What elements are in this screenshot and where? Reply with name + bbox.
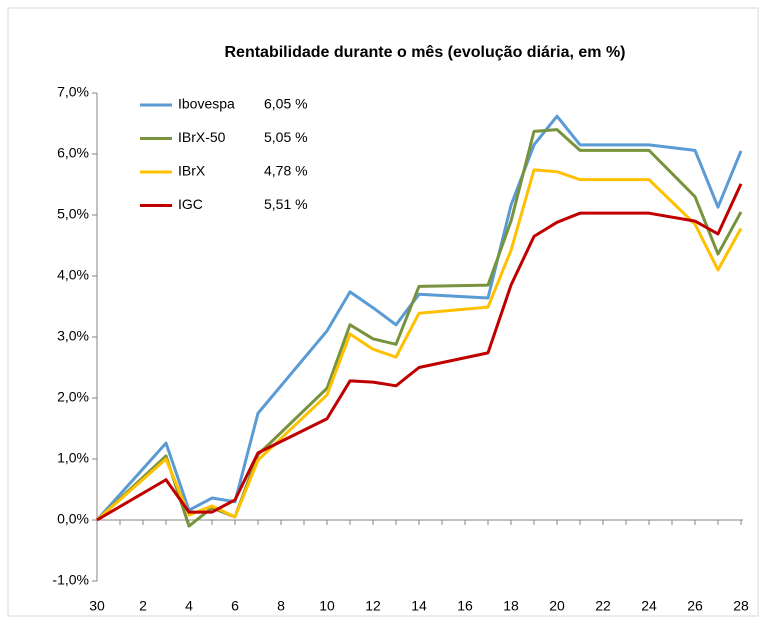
legend-value: 6,05 % xyxy=(264,96,308,112)
y-tick-label: -1,0% xyxy=(52,572,89,588)
series-line xyxy=(95,114,743,522)
legend-value: 4,78 % xyxy=(264,163,308,179)
y-tick-label: 2,0% xyxy=(57,389,89,405)
legend-label: IGC xyxy=(178,196,203,212)
y-tick-label: 5,0% xyxy=(57,206,89,222)
x-tick-label: 10 xyxy=(319,598,335,614)
y-tick-label: 0,0% xyxy=(57,511,89,527)
y-tick-label: 1,0% xyxy=(57,450,89,466)
x-tick-label: 30 xyxy=(89,598,105,614)
legend-value: 5,51 % xyxy=(264,196,308,212)
x-tick-label: 16 xyxy=(457,598,473,614)
x-tick-label: 18 xyxy=(503,598,519,614)
chart-title: Rentabilidade durante o mês (evolução di… xyxy=(225,44,626,61)
series-line xyxy=(96,168,743,522)
y-tick-label: 3,0% xyxy=(57,328,89,344)
legend-label: IBrX xyxy=(178,163,206,179)
y-tick-label: 4,0% xyxy=(57,267,89,283)
x-tick-label: 4 xyxy=(185,598,193,614)
legend-label: IBrX-50 xyxy=(178,129,226,145)
x-tick-label: 8 xyxy=(277,598,285,614)
x-tick-label: 28 xyxy=(733,598,749,614)
y-tick-label: 7,0% xyxy=(57,84,89,100)
x-tick-label: 6 xyxy=(231,598,239,614)
legend-value: 5,05 % xyxy=(264,129,308,145)
x-tick-label: 14 xyxy=(411,598,427,614)
series-line xyxy=(96,183,743,522)
legend-label: Ibovespa xyxy=(178,96,235,112)
y-tick-label: 6,0% xyxy=(57,145,89,161)
x-tick-label: 12 xyxy=(365,598,381,614)
x-tick-label: 22 xyxy=(595,598,611,614)
x-tick-label: 24 xyxy=(641,598,657,614)
x-tick-label: 20 xyxy=(549,598,565,614)
chart-border xyxy=(7,7,759,617)
x-tick-label: 26 xyxy=(687,598,703,614)
x-tick-label: 2 xyxy=(139,598,147,614)
